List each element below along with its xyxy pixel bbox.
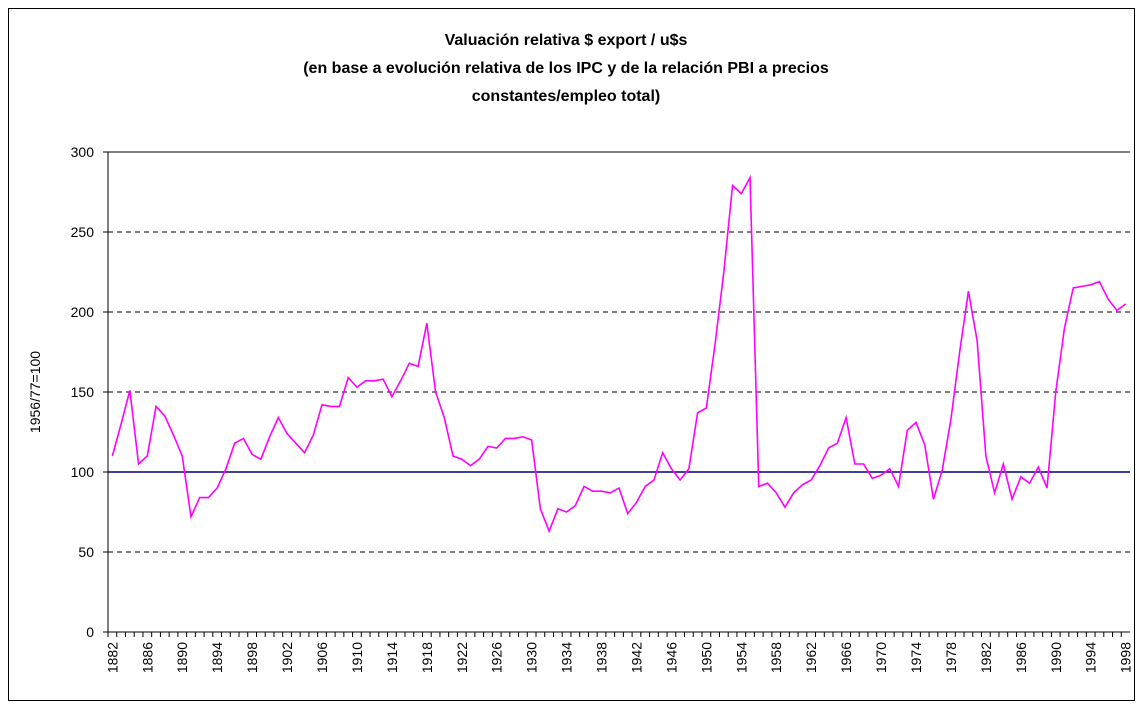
x-tick-label: 1994 bbox=[1083, 642, 1099, 673]
x-tick-label: 1906 bbox=[314, 642, 330, 673]
chart-title: Valuación relativa $ export / u$s bbox=[445, 32, 688, 49]
x-tick-label: 1982 bbox=[978, 642, 994, 673]
x-tick-label: 1938 bbox=[594, 642, 610, 673]
y-axis-label: 1956/77=100 bbox=[27, 351, 43, 433]
x-tick-label: 1998 bbox=[1118, 642, 1134, 673]
x-tick-label: 1926 bbox=[489, 642, 505, 673]
x-tick-label: 1918 bbox=[419, 642, 435, 673]
chart-title: (en base a evolución relativa de los IPC… bbox=[303, 60, 829, 77]
chart-frame bbox=[8, 8, 1135, 701]
x-tick-label: 1914 bbox=[384, 642, 400, 673]
y-tick-label: 50 bbox=[78, 544, 94, 560]
x-tick-label: 1902 bbox=[279, 642, 295, 673]
x-tick-label: 1922 bbox=[454, 642, 470, 673]
x-tick-label: 1954 bbox=[733, 642, 749, 673]
y-tick-label: 300 bbox=[71, 144, 95, 160]
x-tick-label: 1970 bbox=[873, 642, 889, 673]
y-tick-label: 150 bbox=[71, 384, 95, 400]
x-tick-label: 1894 bbox=[209, 642, 225, 673]
x-tick-label: 1898 bbox=[244, 642, 260, 673]
y-tick-label: 0 bbox=[86, 624, 94, 640]
chart-title: constantes/empleo total) bbox=[472, 88, 660, 105]
x-tick-label: 1958 bbox=[768, 642, 784, 673]
x-tick-label: 1990 bbox=[1048, 642, 1064, 673]
y-tick-label: 100 bbox=[71, 464, 95, 480]
x-tick-label: 1930 bbox=[524, 642, 540, 673]
x-tick-label: 1934 bbox=[559, 642, 575, 673]
x-tick-label: 1946 bbox=[663, 642, 679, 673]
y-tick-label: 250 bbox=[71, 224, 95, 240]
x-tick-label: 1978 bbox=[943, 642, 959, 673]
x-tick-label: 1942 bbox=[628, 642, 644, 673]
x-tick-label: 1890 bbox=[174, 642, 190, 673]
x-tick-label: 1966 bbox=[838, 642, 854, 673]
series-line bbox=[111, 174, 1127, 534]
y-tick-label: 200 bbox=[71, 304, 95, 320]
x-tick-label: 1910 bbox=[349, 642, 365, 673]
x-tick-label: 1882 bbox=[104, 642, 120, 673]
x-tick-label: 1986 bbox=[1013, 642, 1029, 673]
x-tick-label: 1974 bbox=[908, 642, 924, 673]
x-tick-label: 1962 bbox=[803, 642, 819, 673]
x-tick-label: 1886 bbox=[139, 642, 155, 673]
x-tick-label: 1950 bbox=[698, 642, 714, 673]
